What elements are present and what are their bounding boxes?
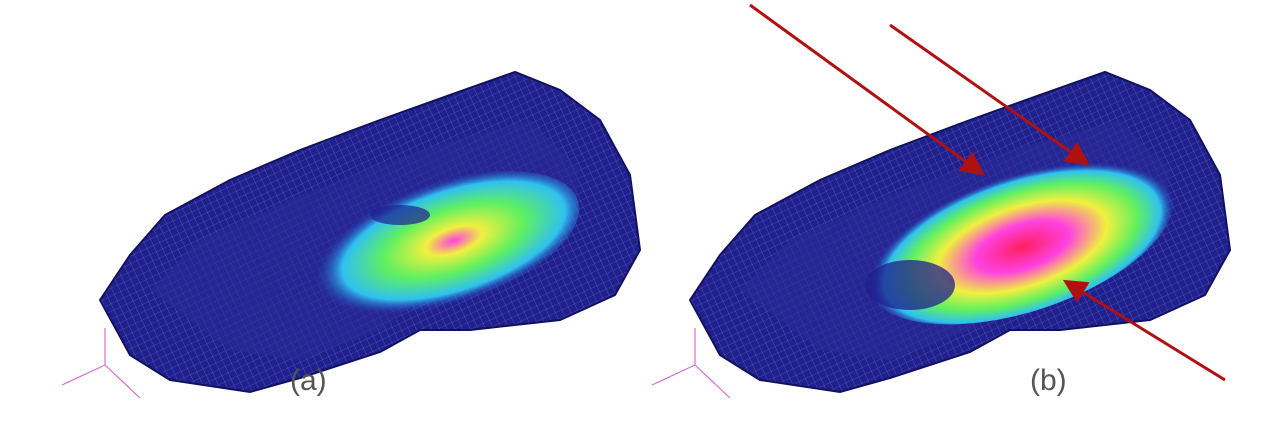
heatmap-gap [370, 205, 430, 225]
panel-a: (a) [62, 72, 640, 398]
panel-b: (b) [652, 72, 1230, 398]
heatmap-gap [865, 260, 955, 310]
arrow [750, 5, 980, 172]
panel-label: (a) [290, 364, 327, 397]
panel-label: (b) [1030, 364, 1067, 397]
figure: (a) (b) [0, 0, 1268, 437]
